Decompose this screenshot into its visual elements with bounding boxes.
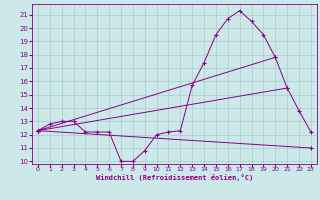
X-axis label: Windchill (Refroidissement éolien,°C): Windchill (Refroidissement éolien,°C) [96,174,253,181]
